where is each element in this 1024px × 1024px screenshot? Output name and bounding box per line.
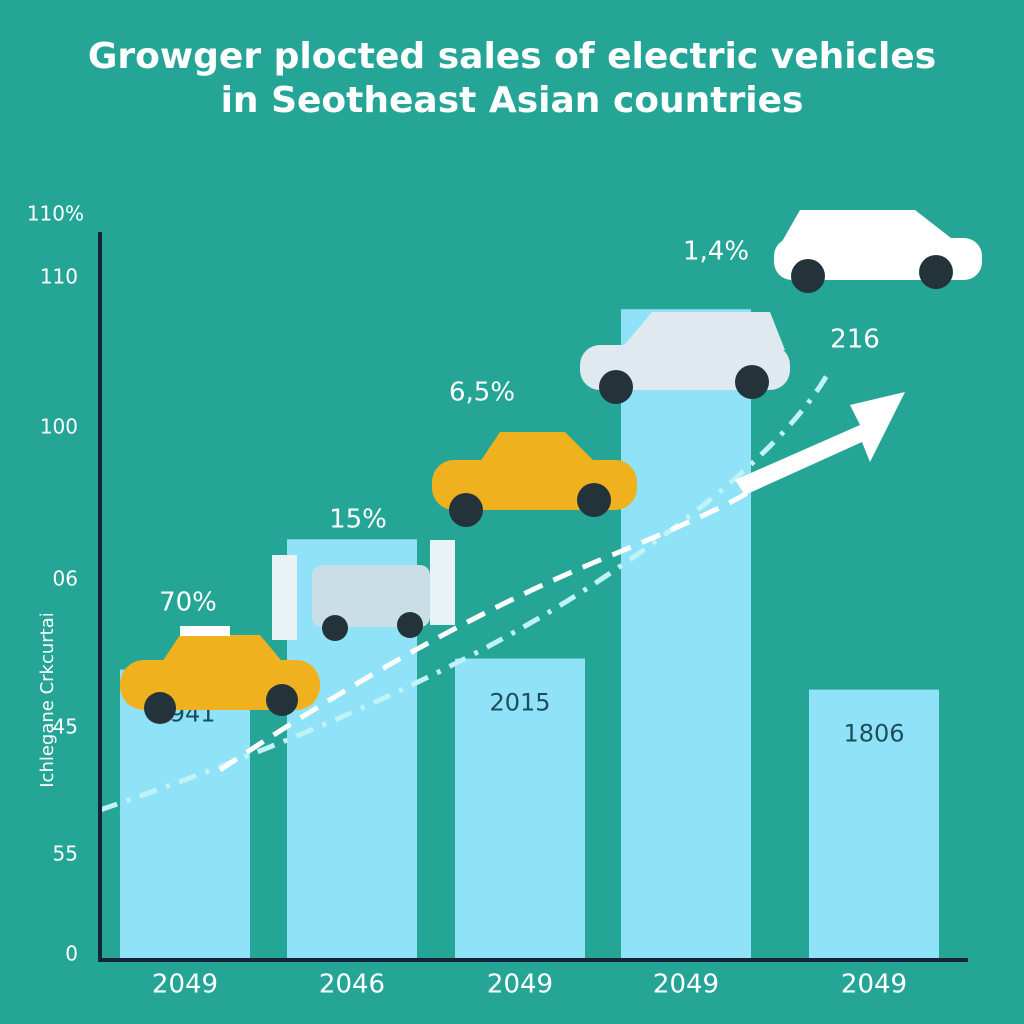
- value-label: 1806: [843, 720, 904, 748]
- annotation: 216: [830, 325, 880, 355]
- car: [120, 626, 320, 724]
- bar: [621, 309, 751, 958]
- y-axis-text: 110%: [27, 202, 84, 226]
- annotation: 15%: [329, 505, 387, 535]
- y-axis-text: 45: [53, 715, 78, 739]
- annotation: 6,5%: [449, 378, 515, 408]
- bar: [120, 669, 250, 958]
- trend-line: [99, 368, 833, 813]
- x-tick-label: 2049: [841, 970, 907, 1000]
- y-axis-text: 110: [40, 265, 78, 289]
- bar: [809, 689, 939, 958]
- x-tick-label: 2049: [653, 970, 719, 1000]
- annotation: 1,4%: [683, 237, 749, 267]
- trend-line: [218, 478, 764, 773]
- annotation: 70%: [159, 588, 217, 618]
- car: [272, 540, 455, 641]
- chart-title: Growger plocted sales of electric vehicl…: [88, 36, 936, 77]
- y-axis-text: 100: [40, 415, 78, 439]
- value-label: 2015: [489, 689, 550, 717]
- y-axis-title: Ichlegane Crkcurtai: [37, 612, 58, 788]
- x-tick-label: 2049: [487, 970, 553, 1000]
- car: [580, 312, 790, 404]
- trend-arrow: [735, 392, 905, 495]
- y-axis-text: 06: [53, 567, 78, 591]
- bar: [455, 658, 585, 958]
- y-axis-text: 55: [53, 842, 78, 866]
- y-axis-text: 0: [65, 942, 78, 966]
- x-tick-label: 2049: [152, 970, 218, 1000]
- car: [432, 432, 637, 527]
- x-tick-label: 2046: [319, 970, 385, 1000]
- chart-title: in Seotheast Asian countries: [221, 80, 804, 121]
- car: [774, 210, 982, 293]
